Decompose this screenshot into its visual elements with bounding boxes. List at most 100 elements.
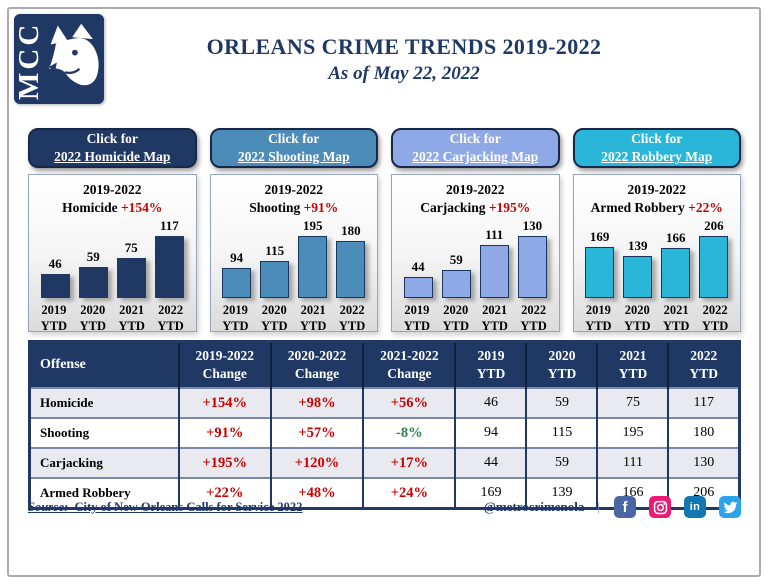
linkedin-icon[interactable]: in — [684, 496, 706, 518]
ytd-cell: 44 — [454, 447, 527, 478]
bar — [661, 248, 691, 299]
facebook-icon[interactable]: f — [614, 496, 636, 518]
ytd-cell: 111 — [596, 447, 669, 478]
panel-homicide: Click for 2022 Homicide Map 2019-2022 Homic… — [28, 128, 197, 335]
x-axis-ytd: YTD — [338, 319, 366, 334]
offense-cell: Shooting — [28, 417, 179, 448]
bar-value-label: 59 — [86, 249, 100, 265]
x-axis-labels: 2019 YTD 2020 YTD 2021 YTD 2022 YTD — [574, 302, 741, 335]
bar — [222, 268, 252, 299]
bar — [479, 245, 509, 299]
x-axis-label: 2021 YTD — [114, 302, 150, 335]
ytd-cell: 59 — [525, 447, 598, 478]
bar — [78, 267, 108, 299]
x-axis-label: 2019 YTD — [580, 302, 616, 335]
x-axis-year: 2021 — [300, 303, 326, 318]
x-axis-year: 2021 — [119, 303, 145, 318]
chart-label: Armed Robbery — [590, 199, 689, 215]
ytd-cell: 75 — [596, 387, 669, 418]
map-button-line2: 2022 Shooting Map — [237, 149, 350, 164]
bar-value-label: 94 — [230, 250, 244, 266]
social-bar: @metrocrimenola | f in — [484, 496, 741, 518]
ytd-cell: 180 — [667, 417, 740, 448]
x-axis-year: 2022 — [158, 303, 184, 318]
chart-change-value: +195% — [488, 199, 531, 215]
bar-column: 166 — [660, 230, 692, 299]
change-cell: +24% — [362, 477, 456, 509]
bar-column: 115 — [259, 243, 291, 299]
ytd-cell: 94 — [454, 417, 527, 448]
bars-area: 46 59 75 117 — [29, 218, 196, 299]
map-button-shooting[interactable]: Click for 2022 Shooting Map — [209, 128, 378, 168]
x-axis-ytd: YTD — [299, 319, 327, 334]
bar-column: 59 — [77, 249, 109, 299]
offense-cell: Carjacking — [28, 447, 179, 478]
x-axis-ytd: YTD — [481, 319, 508, 334]
bar-column: 117 — [153, 218, 185, 299]
x-axis-ytd: YTD — [442, 319, 469, 334]
bar-column: 195 — [297, 218, 329, 299]
bar-value-label: 59 — [449, 252, 463, 268]
change-cell: +120% — [269, 447, 364, 478]
chart-title-label: Shooting +91% — [211, 199, 378, 217]
bar — [336, 241, 366, 299]
crime-summary-table-wrap: Offense 2019-2022 Change 2020-2022 Change 202… — [28, 340, 741, 510]
bar-value-label: 46 — [48, 256, 62, 272]
table-row-carjacking: Carjacking +195% +120% +17% 44 59 111 130 — [28, 447, 740, 478]
twitter-icon[interactable] — [719, 496, 741, 518]
change-cell: +91% — [177, 417, 271, 448]
chart-title-label: Carjacking +195% — [392, 199, 559, 217]
chart-homicide: 2019-2022 Homicide +154% 46 59 75 117 2019 YTD 2… — [28, 174, 197, 335]
crime-summary-table: Offense 2019-2022 Change 2020-2022 Change 202… — [28, 340, 741, 510]
table-row-shooting: Shooting +91% +57% -8% 94 115 195 180 — [28, 417, 740, 448]
bar — [116, 258, 146, 299]
page-title: ORLEANS CRIME TRENDS 2019-2022 — [206, 34, 602, 59]
bar-column: 94 — [221, 250, 253, 299]
change-cell: +57% — [269, 417, 364, 448]
chart-armed-robbery: 2019-2022 Armed Robbery +22% 169 139 166 206 2… — [572, 174, 741, 335]
x-axis-ytd: YTD — [222, 319, 249, 334]
chart-change-value: +22% — [688, 199, 723, 215]
bar — [154, 236, 184, 299]
header-line1: 2021 — [619, 347, 647, 363]
bars-area: 44 59 111 130 — [392, 218, 559, 299]
x-axis-ytd: YTD — [40, 319, 68, 334]
source-link[interactable]: Source: City of New Orleans Calls for Se… — [28, 500, 302, 515]
x-axis-ytd: YTD — [624, 319, 651, 334]
panel-shooting: Click for 2022 Shooting Map 2019-2022 Shoot… — [209, 128, 378, 334]
map-button-line2: 2022 Robbery Map — [601, 149, 713, 164]
bar-column: 44 — [402, 259, 434, 299]
change-cell: +17% — [362, 447, 456, 478]
map-button-armed-robbery[interactable]: Click for 2022 Robbery Map — [572, 128, 741, 168]
map-button-homicide[interactable]: Click for 2022 Homicide Map — [28, 128, 197, 168]
x-axis-year: 2021 — [663, 303, 689, 318]
x-axis-year: 2020 — [261, 303, 287, 318]
header-line1: 2019-2022 — [195, 347, 254, 363]
table-row-armed-robbery: Armed Robbery +22% +48% +24% 169 139 166 206 — [28, 477, 740, 509]
x-axis-year: 2020 — [624, 303, 650, 318]
source-text: City of New Orleans Calls for Service 20… — [74, 499, 303, 514]
table-header-6: 2021 YTD — [596, 341, 669, 388]
chart-change-value: +91% — [303, 199, 339, 215]
instagram-camera-glyph — [653, 500, 667, 514]
bar-column: 139 — [622, 238, 654, 299]
table-header-3: 2021-2022 Change — [362, 341, 456, 388]
footer: Source: City of New Orleans Calls for Se… — [28, 496, 741, 518]
offense-cell: Armed Robbery — [28, 477, 179, 509]
x-axis-year: 2019 — [404, 303, 430, 318]
map-button-carjacking[interactable]: Click for 2022 Carjacking Map — [391, 128, 560, 168]
x-axis-label: 2020 YTD — [75, 302, 111, 335]
map-button-line2: 2022 Carjacking Map — [412, 149, 539, 164]
change-cell: +48% — [269, 477, 364, 509]
instagram-icon[interactable] — [649, 496, 671, 518]
header-line2: YTD — [689, 366, 718, 381]
ytd-cell: 117 — [667, 387, 740, 418]
x-axis-year: 2019 — [585, 303, 611, 318]
table-header-7: 2022 YTD — [667, 341, 740, 388]
ytd-cell: 115 — [525, 417, 598, 448]
bar-column: 59 — [440, 252, 472, 299]
x-axis-year: 2020 — [443, 303, 469, 318]
bar — [623, 256, 653, 299]
bar-value-label: 75 — [124, 240, 138, 256]
ytd-cell: 46 — [454, 387, 527, 418]
